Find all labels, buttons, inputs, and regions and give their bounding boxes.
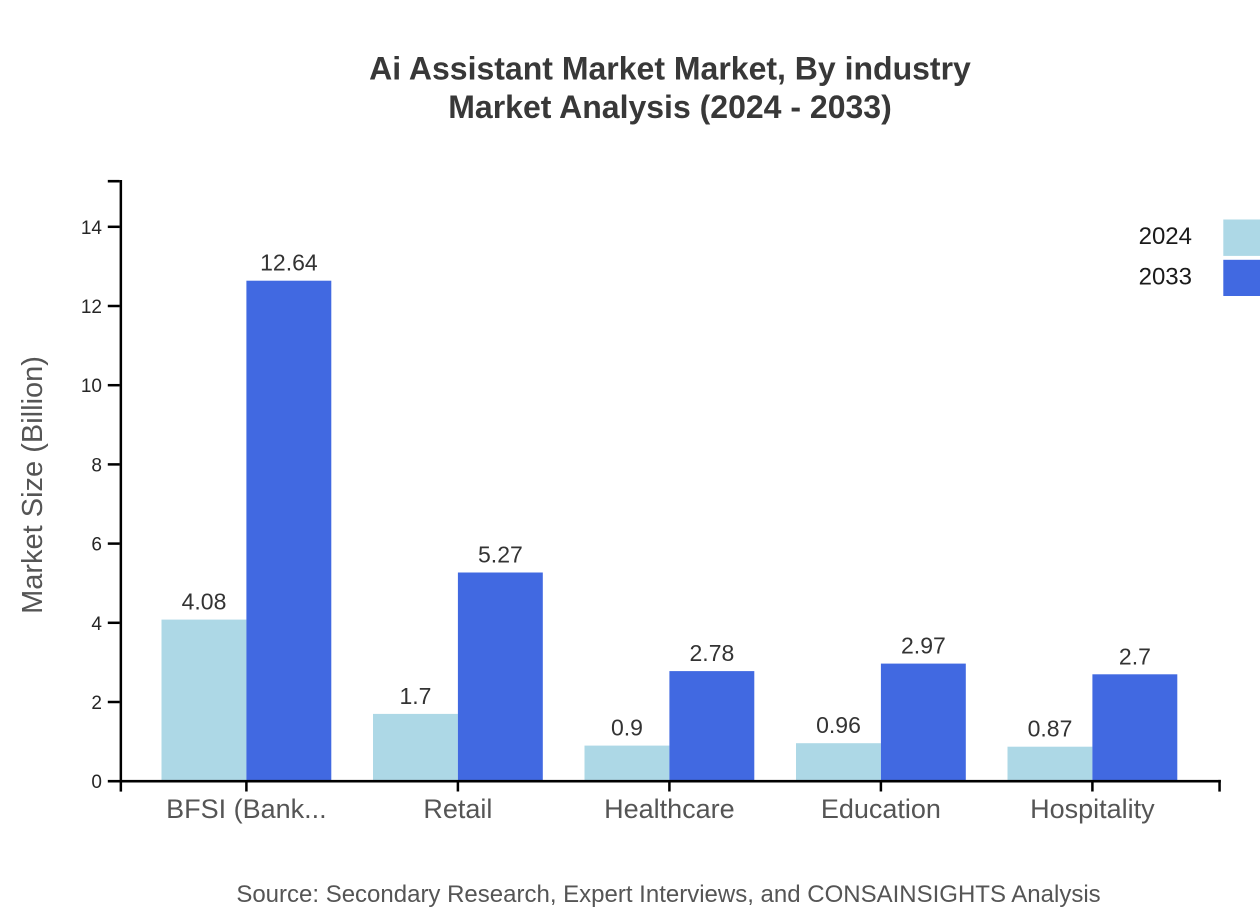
svg-text:0.96: 0.96 [816,712,861,738]
svg-text:4: 4 [91,614,102,635]
svg-text:1.7: 1.7 [400,683,432,709]
svg-text:0.9: 0.9 [611,715,643,741]
svg-text:2033: 2033 [1139,263,1192,290]
svg-text:Retail: Retail [423,794,492,824]
svg-text:5.27: 5.27 [478,542,523,568]
svg-text:12: 12 [81,297,102,318]
svg-text:12.64: 12.64 [260,250,318,276]
svg-text:2.97: 2.97 [901,633,946,659]
svg-text:Market Size (Billion): Market Size (Billion) [17,356,49,614]
svg-text:2024: 2024 [1139,223,1192,250]
svg-text:0: 0 [91,772,102,793]
svg-text:2.78: 2.78 [690,640,735,666]
svg-text:Source: Secondary Research, Ex: Source: Secondary Research, Expert Inter… [236,881,1100,908]
svg-text:Ai Assistant Market Market, By: Ai Assistant Market Market, By industry [369,50,971,86]
svg-text:14: 14 [81,218,103,239]
svg-text:2.7: 2.7 [1119,643,1151,669]
svg-text:Education: Education [821,794,941,824]
svg-text:4.08: 4.08 [182,589,227,615]
svg-text:Hospitality: Hospitality [1030,794,1155,824]
svg-text:10: 10 [81,376,102,397]
svg-text:0.87: 0.87 [1028,716,1073,742]
svg-text:Healthcare: Healthcare [604,794,735,824]
svg-text:2: 2 [91,693,102,714]
svg-text:8: 8 [91,455,102,476]
svg-text:Market Analysis (2024 - 2033): Market Analysis (2024 - 2033) [448,89,892,125]
svg-text:6: 6 [91,535,102,556]
svg-text:BFSI (Bank...: BFSI (Bank... [166,794,327,824]
